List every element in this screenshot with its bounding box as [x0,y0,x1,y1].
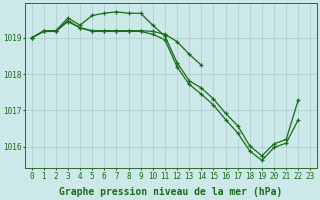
X-axis label: Graphe pression niveau de la mer (hPa): Graphe pression niveau de la mer (hPa) [60,186,283,197]
